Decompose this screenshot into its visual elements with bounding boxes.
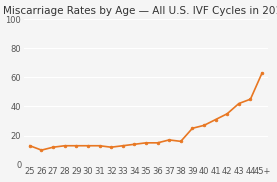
Title: Miscarriage Rates by Age — All U.S. IVF Cycles in 2010: Miscarriage Rates by Age — All U.S. IVF … — [3, 6, 277, 15]
